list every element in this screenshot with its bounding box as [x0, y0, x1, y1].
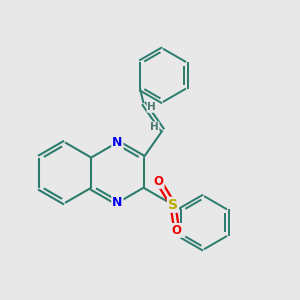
Text: N: N — [112, 136, 123, 149]
Text: S: S — [168, 198, 178, 212]
Text: N: N — [112, 196, 123, 209]
Text: H: H — [148, 102, 156, 112]
Text: O: O — [172, 224, 182, 237]
Text: O: O — [154, 175, 164, 188]
Text: H: H — [150, 122, 159, 132]
